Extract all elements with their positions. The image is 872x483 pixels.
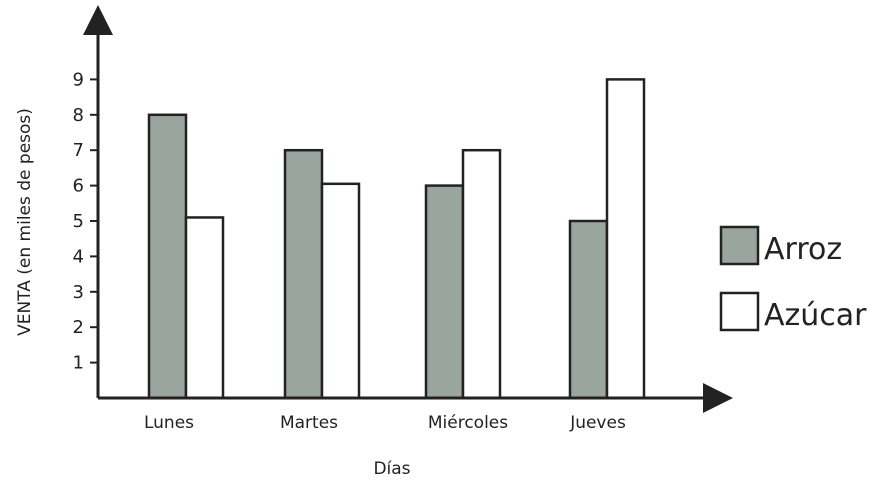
y-tick-label: 8 <box>73 105 84 126</box>
y-tick-label: 2 <box>73 317 84 338</box>
y-tick-label: 1 <box>73 353 84 374</box>
legend-swatch-azcar <box>719 291 760 332</box>
ticks-layer: 1 2 3 4 5 6 7 8 9 <box>73 69 98 374</box>
x-category-label: Lunes <box>144 413 194 433</box>
bars-layer <box>147 78 646 400</box>
legend-swatch-arroz <box>719 225 760 266</box>
y-tick-label: 4 <box>73 246 84 267</box>
y-tick-label: 3 <box>73 282 84 303</box>
categories-layer: Lunes Martes Miércoles Jueves <box>144 413 626 433</box>
bar-arroz-lunes <box>147 113 188 400</box>
axes-layer <box>83 5 733 413</box>
bar-arroz-mircoles <box>424 184 465 400</box>
legend-label: Azúcar <box>764 298 867 333</box>
legend: Arroz Azúcar <box>719 225 867 333</box>
y-tick-label: 7 <box>73 140 84 161</box>
bar-arroz-jueves <box>568 219 609 400</box>
bar-azcar-mircoles <box>461 148 502 400</box>
y-tick-label: 9 <box>73 69 84 90</box>
x-category-label: Jueves <box>569 413 626 433</box>
x-axis-title: Días <box>373 459 410 479</box>
bar-arroz-martes <box>283 148 324 400</box>
y-tick-label: 5 <box>73 211 84 232</box>
bar-azcar-martes <box>320 182 361 400</box>
x-category-label: Miércoles <box>428 413 508 433</box>
x-category-label: Martes <box>280 413 338 433</box>
y-tick-label: 6 <box>73 176 84 197</box>
legend-label: Arroz <box>764 232 842 267</box>
y-axis-title: VENTA (en miles de pesos) <box>15 108 35 336</box>
bar-azcar-lunes <box>184 216 225 400</box>
bar-azcar-jueves <box>605 78 646 400</box>
